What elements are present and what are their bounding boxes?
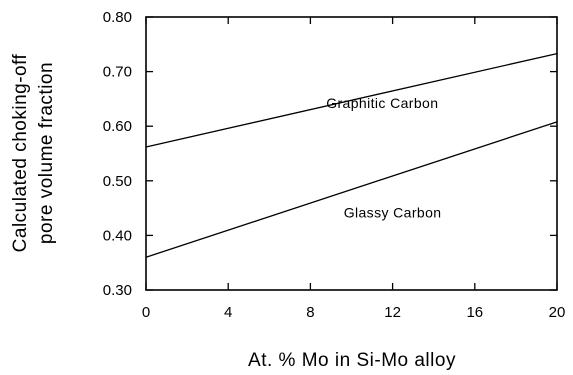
- y-axis-title-line-2: pore volume fraction: [36, 62, 57, 244]
- y-tick-label: 0.40: [103, 227, 132, 244]
- y-tick-label: 0.70: [103, 64, 132, 81]
- plot-frame: [145, 16, 558, 291]
- x-tick-label: 8: [306, 304, 314, 321]
- series-line-2: [145, 121, 558, 258]
- x-tick-label: 0: [142, 304, 150, 321]
- x-tick-label: 12: [384, 304, 401, 321]
- annotations: Graphitic Carbon Glassy Carbon: [326, 95, 441, 220]
- series-line-1: [145, 52, 558, 148]
- y-axis-title-line-1: Calculated choking-off: [10, 53, 31, 252]
- x-tick-label: 4: [224, 304, 232, 321]
- annotation-label-1: Graphitic Carbon: [326, 95, 438, 111]
- y-tick-label: 0.60: [103, 118, 132, 135]
- x-axis: 0 4 8 12 16 20: [142, 17, 566, 321]
- series-lines: [145, 52, 558, 258]
- annotation-label-2: Glassy Carbon: [344, 204, 442, 220]
- x-tick-label: 16: [466, 304, 483, 321]
- y-axis: 0.30 0.40 0.50 0.60 0.70 0.80: [103, 9, 557, 299]
- y-tick-label: 0.80: [103, 9, 132, 26]
- y-tick-label: 0.30: [103, 282, 132, 299]
- x-tick-label: 20: [549, 304, 566, 321]
- y-tick-label: 0.50: [103, 173, 132, 190]
- x-axis-title: At. % Mo in Si-Mo alloy: [248, 350, 456, 371]
